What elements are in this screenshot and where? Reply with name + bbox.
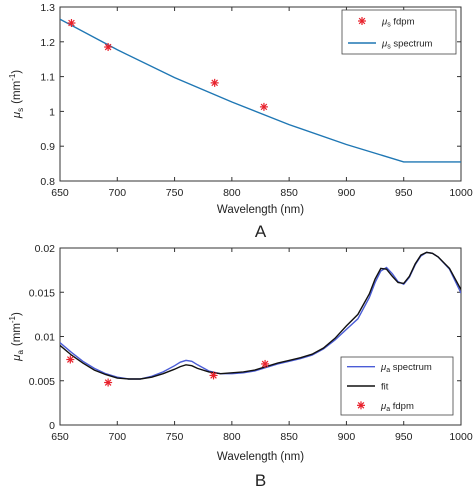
x-tick-label: 850 [280,187,298,199]
chart-panel-a: 650 700 750 800 850 900 950 1000 0.8 0.9 1 1.1 1.2 1.… [8,2,473,241]
data-layer [60,18,461,163]
y-axis-label: μs(mm-1) [8,70,25,119]
x-tick-label: 700 [109,431,127,443]
y-tick-label: 0.015 [29,287,55,299]
x-tick-label: 950 [395,431,413,443]
y-tick-label: 1 [49,106,55,118]
legend-label-1: μs spectrum [381,39,433,51]
series-line-1 [60,251,461,380]
legend-label-2: μa fdpm [380,401,414,413]
data-point-0-2 [210,78,219,87]
plot-frame [59,6,462,182]
y-tick-label: 0.02 [35,243,56,255]
x-tick-label: 700 [109,187,127,199]
legend-swatch-2 [357,401,365,410]
x-axis-label: Wavelength (nm) [217,204,304,216]
x-tick-label: 900 [338,187,356,199]
data-point-0-3 [259,102,268,111]
legend: μs fdpm μs spectrum [341,9,457,55]
y-tick-label: 0.005 [29,376,55,388]
x-tick-label: 1000 [449,431,473,443]
y-tick-label: 0.01 [35,332,56,344]
y-tick-label: 0 [49,420,55,432]
x-axis-label: Wavelength (nm) [217,451,304,463]
legend-label-1: fit [381,382,389,393]
data-point-0-1 [104,43,113,52]
panel-label: A [255,222,267,241]
y-tick-label: 1.1 [40,72,55,84]
x-tick-label: 800 [223,431,241,443]
y-tick-label: 0.9 [40,141,55,153]
x-tick-label: 750 [166,187,184,199]
chart-panel-b: 650 700 750 800 850 900 950 1000 0 0.005 0.01 0.015… [8,243,473,490]
y-tick-label: 1.3 [40,2,55,14]
x-tick-label: 900 [338,431,356,443]
x-tick-label: 650 [51,187,69,199]
y-tick-label: 1.2 [40,37,55,49]
data-point-2-2 [209,371,218,380]
data-point-2-1 [104,378,113,387]
panel-label: B [255,471,266,490]
data-point-0-0 [67,19,76,28]
x-tick-label: 750 [166,431,184,443]
y-tick-label: 0.8 [40,176,55,188]
y-axis-label: μa(mm-1) [8,312,25,362]
legend-swatch-0 [358,17,366,25]
data-point-2-3 [261,359,270,368]
x-tick-label: 650 [51,431,69,443]
x-tick-label: 1000 [449,187,473,199]
x-tick-label: 950 [395,187,413,199]
series-line-1 [60,18,461,163]
legend: μa spectrum fit μa fdpm [340,356,454,416]
data-layer [60,251,461,387]
x-tick-label: 850 [280,431,298,443]
legend-box [341,9,457,55]
legend-label-0: μs fdpm [381,17,415,29]
x-tick-label: 800 [223,187,241,199]
data-point-2-0 [66,355,75,364]
legend-label-0: μa spectrum [380,362,432,374]
